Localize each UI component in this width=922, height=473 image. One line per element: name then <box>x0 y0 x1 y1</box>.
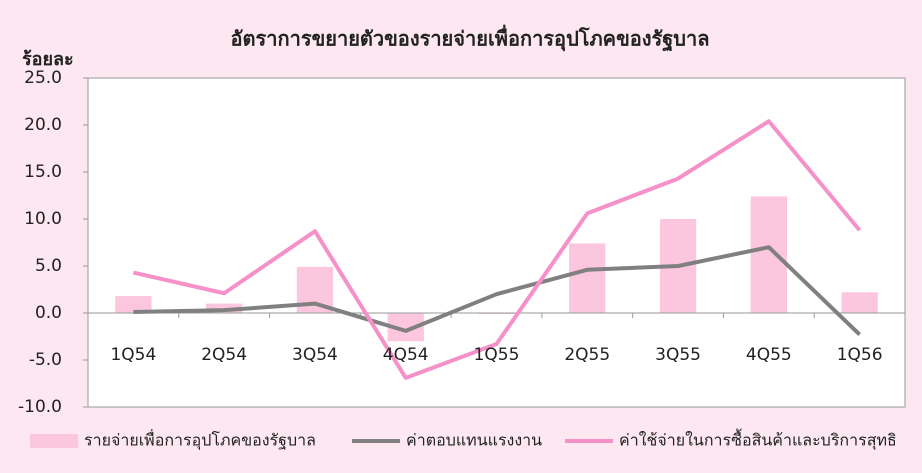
bar <box>569 243 606 313</box>
x-tick-label: 4Q54 <box>383 345 429 365</box>
x-tick-label: 4Q55 <box>746 345 792 365</box>
y-axis-label: ร้อยละ <box>22 49 74 70</box>
y-tick-label: 20.0 <box>24 115 62 135</box>
legend-label: รายจ่ายเพื่อการอุปโภคของรัฐบาล <box>84 429 316 451</box>
x-tick-label: 2Q55 <box>564 345 610 365</box>
y-tick-label: 15.0 <box>24 162 62 182</box>
legend-label: ค่าตอบแทนแรงงาน <box>406 431 542 450</box>
x-tick-label: 3Q54 <box>292 345 338 365</box>
legend-swatch <box>30 434 78 448</box>
x-tick-label: 2Q54 <box>201 345 247 365</box>
line <box>132 119 862 380</box>
y-tick-label: 25.0 <box>24 68 62 88</box>
x-tick-label: 3Q55 <box>655 345 701 365</box>
y-tick-label: -5.0 <box>29 350 62 370</box>
x-tick-label: 1Q54 <box>110 345 156 365</box>
bar <box>750 196 787 313</box>
x-tick-label: 1Q56 <box>837 345 883 365</box>
y-tick-label: -10.0 <box>18 397 62 417</box>
bar <box>841 292 878 313</box>
y-tick-label: 10.0 <box>24 209 62 229</box>
chart-title: อัตราการขยายตัวของรายจ่ายเพื่อการอุปโภคข… <box>231 24 710 53</box>
legend-label: ค่าใช้จ่ายในการซื้อสินค้าและบริการสุทธิ <box>619 429 897 451</box>
y-tick-label: 5.0 <box>35 256 62 276</box>
bar <box>115 296 152 313</box>
line <box>133 245 861 337</box>
x-tick-label: 1Q55 <box>474 345 520 365</box>
y-tick-label: 0.0 <box>35 303 62 323</box>
